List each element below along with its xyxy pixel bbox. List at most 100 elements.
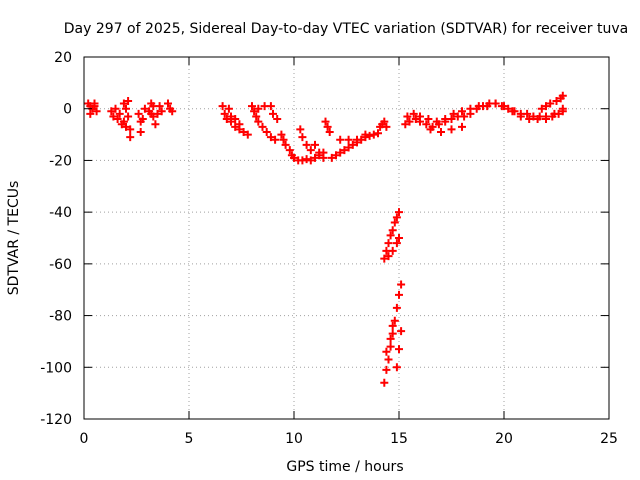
data-point [384,355,393,364]
data-point [302,140,311,149]
data-point [424,115,433,124]
data-point [344,135,353,144]
data-point [388,329,397,338]
data-point [384,252,393,261]
data-point [386,342,395,351]
data-point [124,96,133,105]
data-point [224,104,233,113]
data-point [432,117,441,126]
data-point [533,115,542,124]
data-point [382,122,391,131]
data-point [483,102,492,111]
data-point [86,109,95,118]
data-point [386,334,395,343]
data-point [157,107,166,116]
data-point [119,99,128,108]
data-point [290,153,298,162]
data-point [252,112,261,121]
data-point [266,102,275,111]
data-point [397,280,406,289]
data-point [500,102,508,111]
data-point [306,156,315,165]
data-point [138,115,147,124]
data-point [508,107,517,116]
x-tick-label: 15 [390,431,408,447]
data-point [235,120,244,129]
y-tick-label: -20 [49,153,72,169]
data-point [426,125,435,134]
data-point [296,125,305,134]
data-point [266,133,275,142]
data-point [516,112,525,121]
data-point [126,133,135,142]
data-point [111,104,120,113]
x-tick-label: 5 [185,431,194,447]
data-point [311,140,319,149]
data-point [126,125,135,134]
y-tick-label: -80 [49,309,72,325]
data-point [332,151,340,160]
data-point [382,347,391,356]
data-point [151,120,160,129]
data-point [409,109,418,118]
data-point [542,102,550,111]
data-point [220,109,229,118]
data-point [336,148,345,157]
data-point [460,112,469,121]
data-point [380,378,389,387]
data-point [392,213,401,222]
data-point [388,226,397,235]
data-point [422,120,431,129]
data-point [315,148,324,157]
data-point [250,107,259,116]
data-point [365,131,374,140]
data-point [231,122,240,131]
data-point [395,345,403,354]
data-point [388,246,397,255]
data-point [136,127,145,136]
data-point [147,109,156,118]
data-point [321,117,330,126]
x-tick-labels: 0 5 10 15 20 25 [80,431,618,447]
y-tick-label: 0 [63,102,72,118]
data-point [254,117,263,126]
data-point [523,109,532,118]
data-point [311,153,319,162]
data-point [271,135,280,144]
data-point [491,99,500,108]
data-point [441,115,450,124]
data-point [119,117,128,126]
data-point [558,107,567,116]
data-point [390,218,399,227]
data-point [134,109,143,118]
data-point [140,104,149,113]
data-point [348,140,357,149]
y-tick-label: -40 [49,205,72,221]
data-point [222,115,231,124]
data-point [122,122,130,131]
data-point [449,109,458,118]
data-point [323,122,332,131]
data-point [525,115,534,124]
data-point [386,231,395,240]
x-tick-label: 25 [600,431,618,447]
data-point [281,140,290,149]
data-point [273,115,282,124]
x-tick-label: 0 [80,431,89,447]
data-point [124,112,133,121]
data-point [243,130,252,139]
data-point [254,104,263,113]
y-tick-labels: 20 0 -20 -40 -60 -80 -100 -120 [40,50,72,428]
data-point [218,102,227,111]
data-point [269,109,277,118]
data-point [248,102,256,111]
axis-ticks [83,56,610,420]
data-point [401,120,410,129]
data-point [552,96,561,105]
data-point [258,122,267,131]
data-points [84,91,567,387]
data-point [231,115,240,124]
data-point [380,117,389,126]
data-point [392,239,401,248]
